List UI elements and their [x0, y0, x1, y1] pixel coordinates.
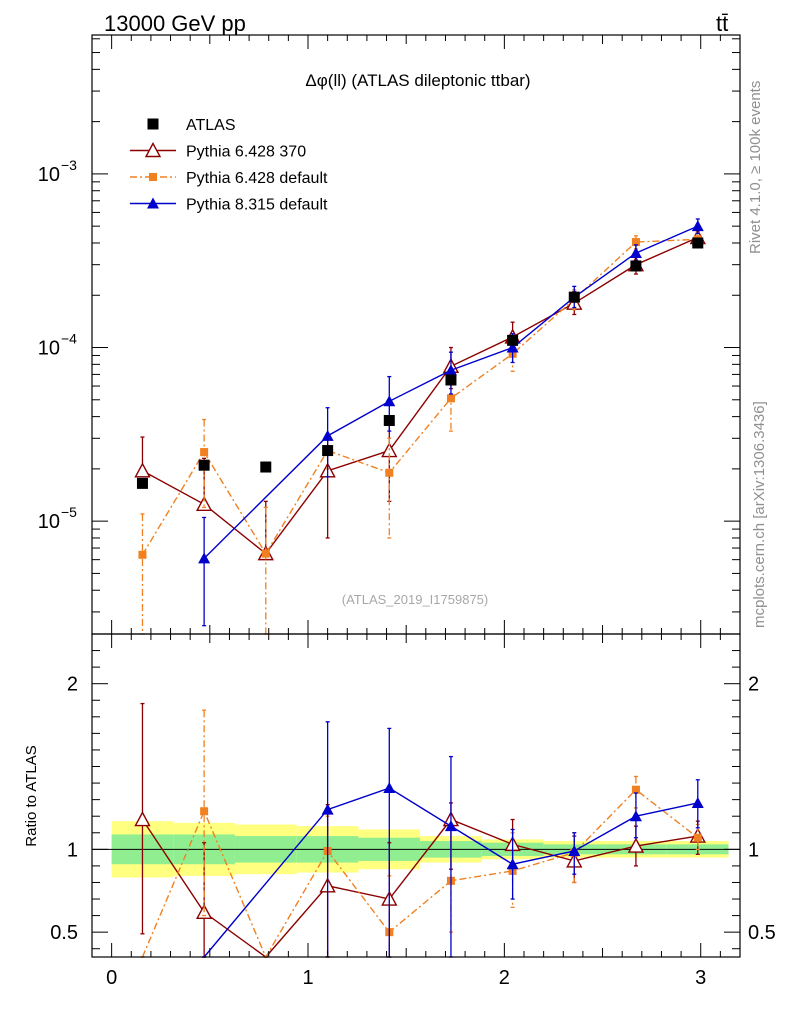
series-point — [383, 395, 396, 407]
source-label: mcplots.cern.ch [arXiv:1306.3436] — [751, 401, 768, 628]
atlas-point — [692, 237, 704, 249]
series-point — [385, 468, 394, 477]
atlas-point — [507, 334, 519, 346]
legend-marker — [147, 197, 159, 209]
ratio-frame — [91, 633, 741, 958]
series-point — [444, 820, 457, 832]
process-label: tt̄ — [716, 11, 728, 36]
series-point — [691, 796, 704, 808]
x-tick-label: 1 — [302, 967, 313, 989]
atlas-point — [630, 260, 642, 272]
series-point — [134, 811, 151, 827]
legend-label: Pythia 6.428 370 — [186, 144, 306, 161]
series-line — [141, 788, 699, 959]
series-point — [693, 833, 702, 842]
atlas-point — [383, 414, 395, 426]
series-line — [203, 225, 699, 559]
main-panel-series — [134, 218, 706, 635]
series-line — [141, 238, 698, 556]
atlas-point — [198, 459, 210, 471]
panel-frames — [91, 34, 741, 958]
series-point — [321, 429, 334, 441]
atlas-point — [136, 477, 148, 489]
legend-label: Pythia 8.315 default — [186, 197, 328, 214]
series-point — [506, 341, 519, 353]
ratio-tick-label-right: 1 — [748, 839, 759, 861]
ratio-panel-series — [134, 702, 706, 959]
axis-tick-labels: 0 1 2 310−310−410 −50.5 0.51 12 2 — [38, 157, 776, 989]
chart-title: Δφ(ll) (ATLAS dileptonic ttbar) — [305, 71, 530, 90]
ratio-tick-label-right: 2 — [748, 674, 759, 696]
x-tick-label: 2 — [499, 967, 510, 989]
y-tick-exponent: −3 — [61, 157, 77, 173]
series-point — [198, 552, 211, 564]
series-point — [506, 858, 519, 870]
series-point — [200, 807, 209, 816]
ratio-axis-label: Ratio to ATLAS — [23, 745, 40, 846]
series-point — [568, 844, 581, 856]
series-point — [691, 220, 704, 232]
energy-label: 13000 GeV pp — [104, 11, 246, 36]
y-tick-exponent: −5 — [61, 504, 77, 520]
ratio-tick-label-right: 0.5 — [748, 922, 776, 944]
atlas-point — [322, 445, 334, 457]
series-point — [444, 364, 457, 376]
series-point — [200, 448, 209, 457]
series-point — [383, 782, 396, 794]
x-tick-label: 3 — [695, 967, 706, 989]
atlas-point — [445, 374, 457, 386]
series-line — [142, 236, 699, 555]
y-tick-exponent: −4 — [61, 331, 77, 347]
series-point — [446, 394, 455, 403]
y-tick-label: 10 — [38, 164, 60, 186]
axis-ticks — [92, 35, 740, 957]
ratio-tick-label-left: 1 — [67, 839, 78, 861]
atlas-point — [568, 291, 580, 303]
series-point — [627, 837, 645, 853]
series-point — [138, 550, 147, 559]
legend-marker — [149, 173, 157, 181]
series-point — [134, 462, 151, 478]
y-tick-label: 10 — [38, 511, 60, 533]
series-point — [195, 495, 213, 512]
series-point — [629, 810, 642, 822]
atlas-data-points — [136, 237, 704, 489]
ratio-tick-label-left: 0.5 — [50, 922, 78, 944]
legend-marker — [144, 142, 162, 158]
legend: ATLAS Pythia 6.428 370 Pythia 6.428 defaul… — [130, 117, 328, 214]
series-point — [261, 549, 270, 558]
atlas-point — [260, 461, 272, 473]
series-point — [631, 785, 640, 794]
series-point — [629, 247, 642, 259]
series-line — [203, 787, 698, 958]
y-tick-label: 10 — [38, 338, 60, 360]
rivet-version-label: Rivet 4.1.0, ≥ 100k events — [747, 81, 764, 254]
ratio-tick-label-left: 2 — [67, 674, 78, 696]
x-tick-label: 0 — [106, 967, 117, 989]
legend-label: ATLAS — [186, 117, 236, 134]
legend-marker — [147, 118, 159, 130]
watermark-label: (ATLAS_2019_I1759875) — [342, 592, 488, 607]
series-point — [631, 238, 640, 247]
series-line — [141, 818, 698, 958]
series-point — [321, 803, 334, 815]
legend-label: Pythia 6.428 default — [186, 170, 328, 187]
